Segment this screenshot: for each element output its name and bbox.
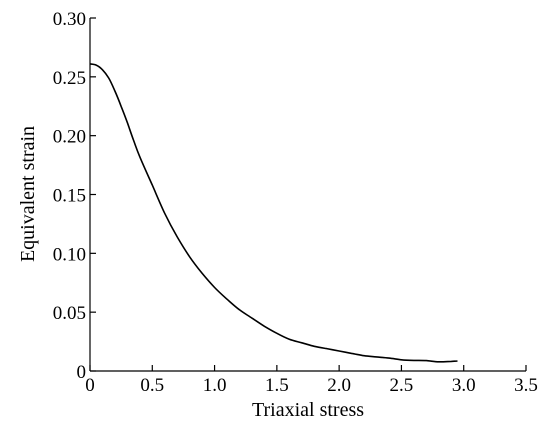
x-tick-label: 3.0 — [452, 375, 476, 396]
x-tick-label: 1.0 — [203, 375, 227, 396]
y-tick-label: 0.15 — [53, 186, 86, 207]
x-tick-label: 1.5 — [265, 375, 289, 396]
y-ticks: 0 0.05 0.10 0.15 0.20 0.25 0.30 — [53, 9, 96, 383]
y-tick-label: 0.25 — [53, 68, 86, 89]
y-axis-title: Equivalent strain — [17, 126, 39, 262]
x-tick-label: 3.5 — [514, 375, 538, 396]
x-ticks: 0 0.5 1.0 1.5 2.0 2.5 3.0 3.5 — [85, 365, 538, 396]
series — [89, 63, 458, 363]
series-line — [89, 63, 458, 363]
x-axis-title: Triaxial stress — [252, 399, 364, 421]
x-tick-label: 2.5 — [390, 375, 414, 396]
x-tick-label: 0.5 — [140, 375, 164, 396]
x-tick-label: 0 — [85, 375, 95, 396]
y-tick-label: 0.20 — [53, 127, 86, 148]
y-tick-label: 0 — [77, 362, 87, 383]
y-tick-label: 0.05 — [53, 303, 86, 324]
axes — [89, 18, 526, 372]
x-tick-label: 2.0 — [327, 375, 351, 396]
y-tick-label: 0.10 — [53, 244, 86, 265]
y-tick-label: 0.30 — [53, 9, 86, 30]
